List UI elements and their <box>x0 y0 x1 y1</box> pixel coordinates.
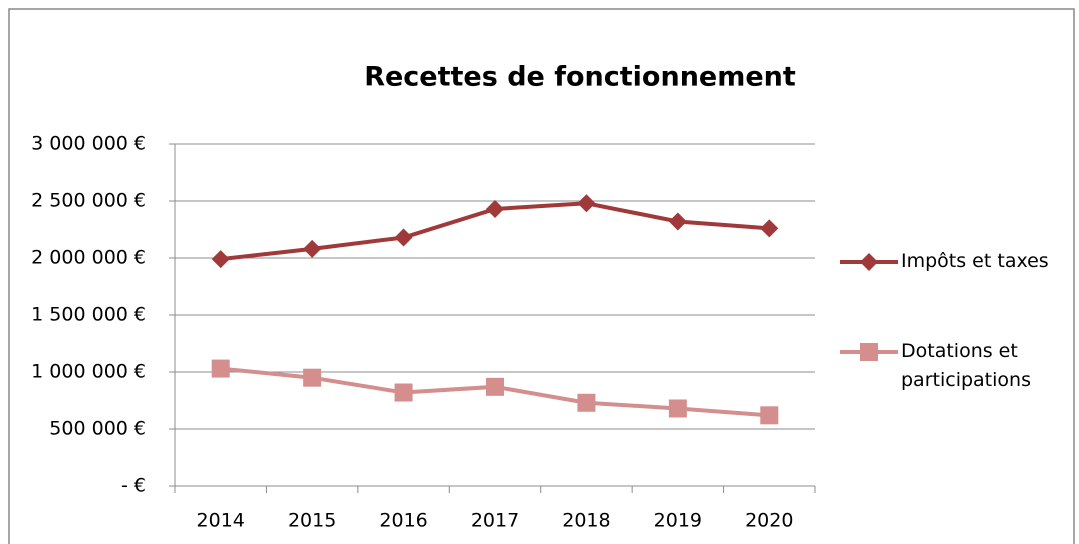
data-point <box>668 212 687 231</box>
x-tick-label: 2015 <box>288 510 336 532</box>
y-tick-label: 2 500 000 € <box>31 190 146 212</box>
y-tick-label: - € <box>121 475 146 497</box>
legend-marker <box>860 253 878 271</box>
data-point <box>760 406 779 425</box>
data-point <box>486 199 504 218</box>
x-tick-label: 2019 <box>654 510 702 532</box>
chart-frame <box>8 8 1075 544</box>
legend-marker <box>860 343 878 361</box>
x-tick-label: 2017 <box>471 510 519 532</box>
y-tick-label: 2 000 000 € <box>31 247 146 269</box>
legend-label: Dotations et participations <box>901 340 1031 391</box>
data-point <box>577 194 596 213</box>
y-tick-label: 3 000 000 € <box>31 133 146 155</box>
data-point <box>668 399 687 418</box>
x-tick-label: 2020 <box>745 510 793 532</box>
x-tick-label: 2018 <box>562 510 610 532</box>
data-point <box>394 228 413 247</box>
data-point <box>577 393 596 412</box>
x-tick-label: 2016 <box>379 510 427 532</box>
y-tick-label: 500 000 € <box>49 418 146 440</box>
data-point <box>211 250 230 269</box>
data-point <box>303 239 322 258</box>
y-tick-label: 1 500 000 € <box>31 304 146 326</box>
data-point <box>394 383 413 402</box>
data-point <box>211 359 230 378</box>
x-tick-label: 2014 <box>197 510 245 532</box>
data-point <box>486 377 504 396</box>
y-tick-label: 1 000 000 € <box>31 361 146 383</box>
chart-title: Recettes de fonctionnement <box>364 62 796 93</box>
data-point <box>760 219 779 238</box>
legend-label: Impôts et taxes <box>901 250 1049 272</box>
data-point <box>303 368 322 387</box>
